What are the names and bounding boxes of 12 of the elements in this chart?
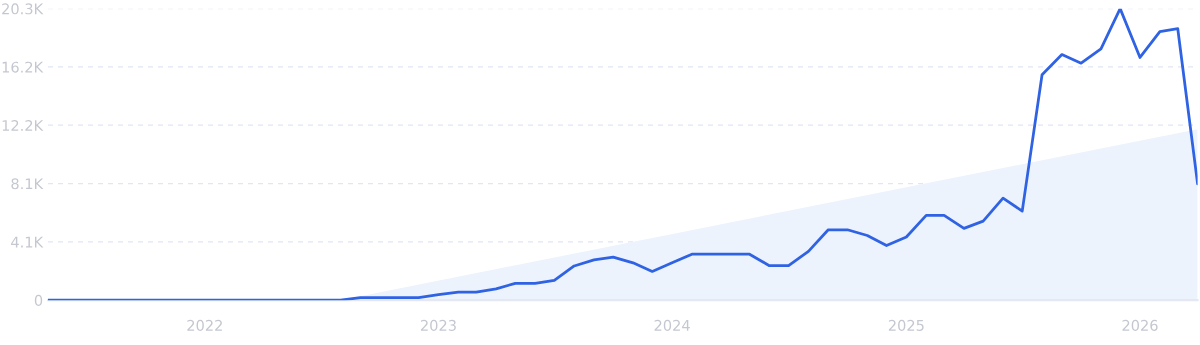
y-tick-label: 4.1K bbox=[11, 236, 44, 248]
y-tick-label: 12.2K bbox=[2, 119, 44, 131]
x-tick-label: 2026 bbox=[1122, 319, 1158, 331]
x-tick-label: 2024 bbox=[654, 319, 690, 331]
y-tick-label: 16.2K bbox=[2, 61, 44, 73]
y-tick-label: 0 bbox=[34, 294, 43, 306]
y-tick-label: 20.3K bbox=[2, 3, 44, 15]
line-series bbox=[48, 8, 1198, 301]
x-tick-label: 2023 bbox=[420, 319, 456, 331]
x-tick-label: 2025 bbox=[888, 319, 924, 331]
x-tick-label: 2022 bbox=[187, 319, 222, 331]
y-tick-label: 8.1K bbox=[11, 178, 44, 190]
